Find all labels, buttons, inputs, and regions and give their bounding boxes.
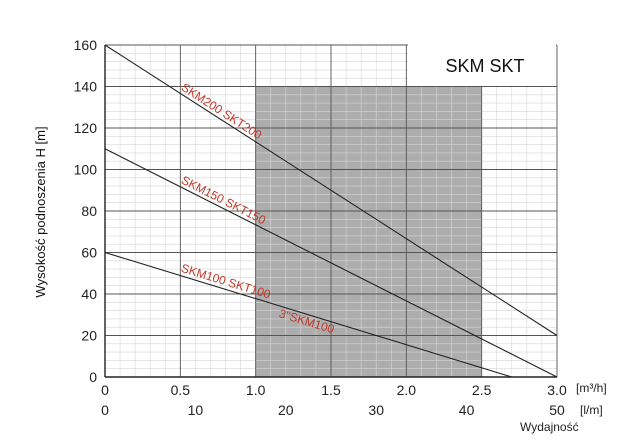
shaded-region-layer — [255, 86, 482, 377]
y-tick-label: 60 — [81, 245, 97, 261]
x-tick-label: 2.5 — [472, 382, 492, 398]
pump-curve-1 — [104, 148, 558, 378]
x-unit-primary: [m³/h] — [576, 381, 607, 395]
x-axis-label: Wydajność — [520, 420, 579, 434]
y-tick-label: 120 — [74, 120, 98, 136]
x-secondary-tick-label: 10 — [188, 402, 204, 418]
grid-layer — [104, 44, 558, 378]
y-tick-label: 40 — [81, 286, 97, 302]
x-unit-secondary: [l/m] — [580, 403, 603, 417]
pump-curve-2 — [104, 251, 512, 378]
shaded-region — [255, 86, 482, 377]
pump-curve-0 — [104, 44, 558, 336]
x-tick-label: 0.5 — [171, 382, 191, 398]
chart-title: SKM SKT — [445, 56, 524, 76]
x-secondary-tick-label: 30 — [368, 402, 384, 418]
x-secondary-tick-label: 20 — [278, 402, 294, 418]
y-tick-label: 100 — [74, 162, 98, 178]
y-tick-label: 20 — [81, 328, 97, 344]
y-tick-label: 80 — [81, 203, 97, 219]
x-tick-label: 2.0 — [397, 382, 417, 398]
y-tick-label: 0 — [89, 369, 97, 385]
x-secondary-tick-label: 40 — [459, 402, 475, 418]
y-axis-label: Wysokość podnoszenia H [m] — [33, 126, 48, 297]
x-tick-label: 1.0 — [246, 382, 266, 398]
x-secondary-tick-label: 50 — [549, 402, 565, 418]
x-tick-label: 0 — [101, 382, 109, 398]
x-tick-label: 1.5 — [321, 382, 341, 398]
x-secondary-tick-label: 0 — [101, 402, 109, 418]
y-tick-label: 160 — [74, 37, 98, 53]
y-tick-label: 140 — [74, 79, 98, 95]
title-box — [408, 44, 556, 86]
x-tick-label: 3.0 — [547, 382, 567, 398]
